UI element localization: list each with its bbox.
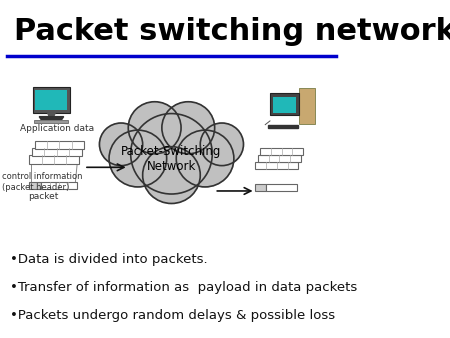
- FancyBboxPatch shape: [260, 148, 303, 155]
- FancyBboxPatch shape: [29, 182, 41, 189]
- FancyBboxPatch shape: [299, 88, 315, 124]
- Text: •Transfer of information as  payload in data packets: •Transfer of information as payload in d…: [10, 281, 358, 294]
- Text: •Packets undergo random delays & possible loss: •Packets undergo random delays & possibl…: [10, 309, 335, 322]
- Text: control information
(packet header): control information (packet header): [2, 172, 82, 192]
- FancyBboxPatch shape: [256, 162, 298, 169]
- Text: Packet switching network: Packet switching network: [14, 17, 450, 46]
- FancyBboxPatch shape: [35, 141, 84, 149]
- Text: Packet-Switching
Network: Packet-Switching Network: [121, 145, 222, 173]
- Circle shape: [109, 130, 166, 187]
- FancyBboxPatch shape: [258, 155, 301, 162]
- Text: packet: packet: [28, 192, 58, 201]
- FancyBboxPatch shape: [41, 182, 77, 189]
- FancyBboxPatch shape: [270, 93, 299, 115]
- Circle shape: [176, 130, 234, 187]
- FancyBboxPatch shape: [32, 148, 81, 156]
- FancyBboxPatch shape: [256, 184, 266, 191]
- Text: Application data: Application data: [19, 124, 94, 133]
- Circle shape: [99, 123, 143, 166]
- Polygon shape: [268, 125, 298, 128]
- Circle shape: [200, 123, 243, 166]
- FancyBboxPatch shape: [35, 120, 68, 123]
- Polygon shape: [39, 117, 64, 119]
- FancyBboxPatch shape: [273, 97, 297, 113]
- FancyBboxPatch shape: [266, 184, 297, 191]
- FancyBboxPatch shape: [29, 155, 79, 164]
- Circle shape: [128, 102, 181, 154]
- Circle shape: [143, 147, 200, 203]
- Polygon shape: [48, 113, 55, 117]
- FancyBboxPatch shape: [36, 90, 68, 110]
- Circle shape: [130, 114, 212, 194]
- FancyBboxPatch shape: [32, 87, 70, 113]
- Circle shape: [162, 102, 215, 154]
- Text: •Data is divided into packets.: •Data is divided into packets.: [10, 254, 208, 266]
